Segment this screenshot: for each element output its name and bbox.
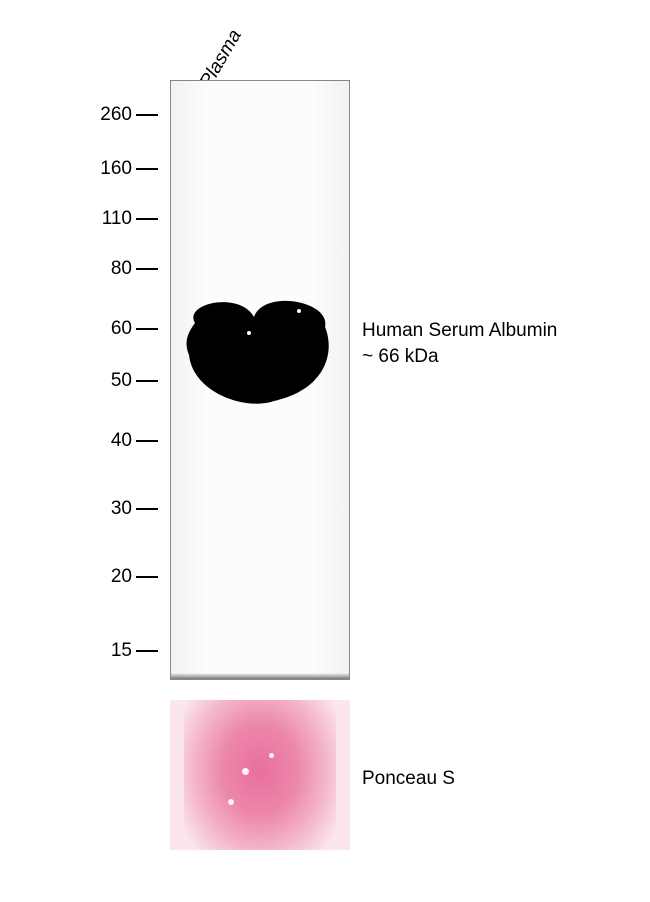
mw-marker: 160 [100, 158, 158, 180]
mw-marker-label: 30 [111, 498, 132, 519]
annotation-line-2: ~ 66 kDa [362, 344, 557, 370]
mw-marker: 80 [111, 258, 158, 280]
mw-marker-label: 60 [111, 318, 132, 339]
mw-marker-tick [136, 218, 158, 220]
western-blot-panel [170, 80, 350, 680]
mw-marker-label: 160 [100, 158, 132, 179]
mw-marker: 20 [111, 566, 158, 588]
mw-marker-tick [136, 328, 158, 330]
mw-marker: 30 [111, 498, 158, 520]
blot-bottom-edge [171, 673, 349, 679]
mw-marker: 260 [100, 104, 158, 126]
ponceau-panel [170, 700, 350, 850]
ponceau-specks [170, 700, 350, 850]
mw-marker-tick [136, 440, 158, 442]
mw-marker: 110 [102, 208, 158, 230]
mw-marker-tick [136, 268, 158, 270]
mw-marker-label: 80 [111, 258, 132, 279]
mw-marker-label: 20 [111, 566, 132, 587]
annotation-line-1: Human Serum Albumin [362, 318, 557, 344]
mw-marker: 15 [111, 640, 158, 662]
mw-marker-tick [136, 508, 158, 510]
ponceau-label: Ponceau S [362, 766, 455, 792]
ponceau-speck [242, 768, 249, 775]
figure-area: Plasma 26016011080605040302015 Human Ser… [0, 0, 650, 902]
band-annotation: Human Serum Albumin ~ 66 kDa [362, 318, 557, 369]
mw-marker-tick [136, 650, 158, 652]
mw-marker-tick [136, 576, 158, 578]
mw-marker-label: 260 [100, 104, 132, 125]
mw-marker: 40 [111, 430, 158, 452]
ponceau-speck [269, 753, 274, 758]
ponceau-speck [228, 799, 234, 805]
mw-marker-label: 110 [102, 208, 132, 229]
mw-marker-label: 40 [111, 430, 132, 451]
mw-marker-tick [136, 168, 158, 170]
mw-marker-label: 15 [111, 640, 132, 661]
mw-marker-tick [136, 114, 158, 116]
mw-marker: 50 [111, 370, 158, 392]
mw-marker: 60 [111, 318, 158, 340]
mw-marker-tick [136, 380, 158, 382]
mw-marker-label: 50 [111, 370, 132, 391]
albumin-band [171, 81, 350, 680]
